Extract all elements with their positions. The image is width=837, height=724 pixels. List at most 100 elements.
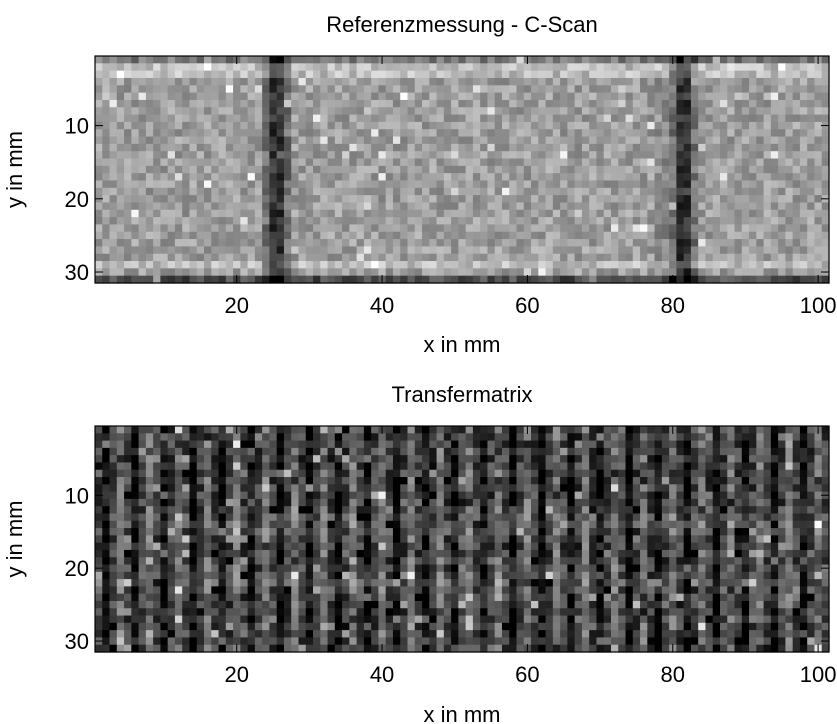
heatmap-cell (531, 180, 539, 189)
heatmap-cell (683, 246, 692, 255)
heatmap-cell (770, 268, 779, 277)
heatmap-cell (95, 158, 103, 167)
heatmap-cell (632, 202, 641, 211)
heatmap-cell (821, 165, 830, 174)
heatmap-cell (276, 77, 285, 86)
heatmap-cell (422, 498, 430, 507)
heatmap-cell (378, 136, 387, 145)
heatmap-cell (814, 484, 823, 493)
heatmap-cell (392, 268, 401, 277)
heatmap-cell (574, 143, 583, 152)
heatmap-cell (567, 535, 576, 544)
heatmap-cell (167, 114, 176, 123)
heatmap-cell (109, 433, 118, 442)
heatmap-cell (116, 275, 125, 284)
heatmap-cell (291, 224, 300, 233)
heatmap-cell (182, 129, 191, 138)
heatmap-cell (552, 535, 561, 544)
heatmap-cell (676, 173, 685, 182)
heatmap-cell (596, 70, 605, 79)
heatmap-cell (785, 246, 794, 255)
heatmap-cell (313, 268, 321, 277)
heatmap-cell (785, 477, 794, 485)
heatmap-cell (204, 63, 212, 72)
heatmap-cell (109, 180, 118, 189)
heatmap-cell (756, 165, 765, 174)
heatmap-cell (145, 114, 154, 123)
heatmap-cell (291, 469, 300, 478)
heatmap-cell (589, 462, 598, 471)
heatmap-cell (204, 477, 212, 485)
heatmap-cell (763, 136, 772, 145)
heatmap-cell (676, 469, 685, 478)
heatmap-cell (552, 195, 561, 204)
heatmap-cell (741, 528, 750, 536)
heatmap-cell (480, 549, 489, 558)
heatmap-cell (792, 77, 801, 86)
heatmap-cell (283, 56, 292, 64)
heatmap-cell (204, 462, 212, 471)
heatmap-cell (218, 187, 227, 196)
heatmap-cell (138, 165, 147, 174)
heatmap-cell (487, 462, 496, 471)
heatmap-cell (690, 491, 699, 500)
heatmap-cell (400, 165, 409, 174)
heatmap-cell (247, 77, 256, 86)
heatmap-cell (320, 462, 329, 471)
heatmap-cell (531, 506, 539, 515)
heatmap-cell (523, 187, 532, 196)
heatmap-cell (647, 158, 656, 167)
heatmap-cell (167, 506, 176, 515)
heatmap-cell (610, 187, 619, 196)
heatmap-cell (676, 99, 685, 108)
heatmap-cell (501, 469, 510, 478)
heatmap-cell (821, 77, 830, 86)
heatmap-cell (211, 107, 220, 116)
heatmap-cell (254, 246, 263, 255)
heatmap-cell (472, 56, 481, 64)
heatmap-cell (567, 129, 576, 138)
heatmap-cell (763, 224, 772, 233)
heatmap-cell (690, 528, 699, 536)
heatmap-cell (305, 520, 314, 529)
heatmap-cell (313, 253, 321, 262)
heatmap-cell (603, 173, 612, 182)
heatmap-cell (538, 484, 547, 493)
heatmap-cell (632, 447, 641, 456)
heatmap-cell (698, 433, 707, 442)
heatmap-cell (778, 195, 786, 204)
heatmap-cell (654, 99, 663, 108)
heatmap-cell (145, 484, 154, 493)
heatmap-cell (799, 187, 808, 196)
heatmap-cell (189, 462, 198, 471)
heatmap-cell (654, 143, 663, 152)
heatmap-cell (334, 195, 343, 204)
heatmap-cell (109, 549, 118, 558)
heatmap-cell (719, 246, 728, 255)
heatmap-cell (552, 528, 561, 536)
heatmap-cell (262, 70, 271, 79)
heatmap-cell (414, 491, 423, 500)
heatmap-cell (174, 275, 183, 284)
heatmap-cell (741, 136, 750, 145)
heatmap-cell (131, 107, 140, 116)
heatmap-cell (560, 158, 568, 167)
heatmap-cell (392, 433, 401, 442)
heatmap-cell (799, 455, 808, 464)
heatmap-cell (792, 143, 801, 152)
heatmap-cell (821, 187, 830, 196)
heatmap-cell (487, 136, 496, 145)
heatmap-cell (291, 520, 300, 529)
heatmap-cell (654, 56, 663, 64)
heatmap-cell (472, 535, 481, 544)
heatmap-cell (305, 433, 314, 442)
heatmap-cell (167, 165, 176, 174)
heatmap-cell (501, 491, 510, 500)
heatmap-cell (785, 253, 794, 262)
heatmap-cell (472, 455, 481, 464)
heatmap-cell (363, 56, 372, 64)
heatmap-cell (770, 246, 779, 255)
heatmap-cell (763, 469, 772, 478)
heatmap-cell (385, 224, 394, 233)
